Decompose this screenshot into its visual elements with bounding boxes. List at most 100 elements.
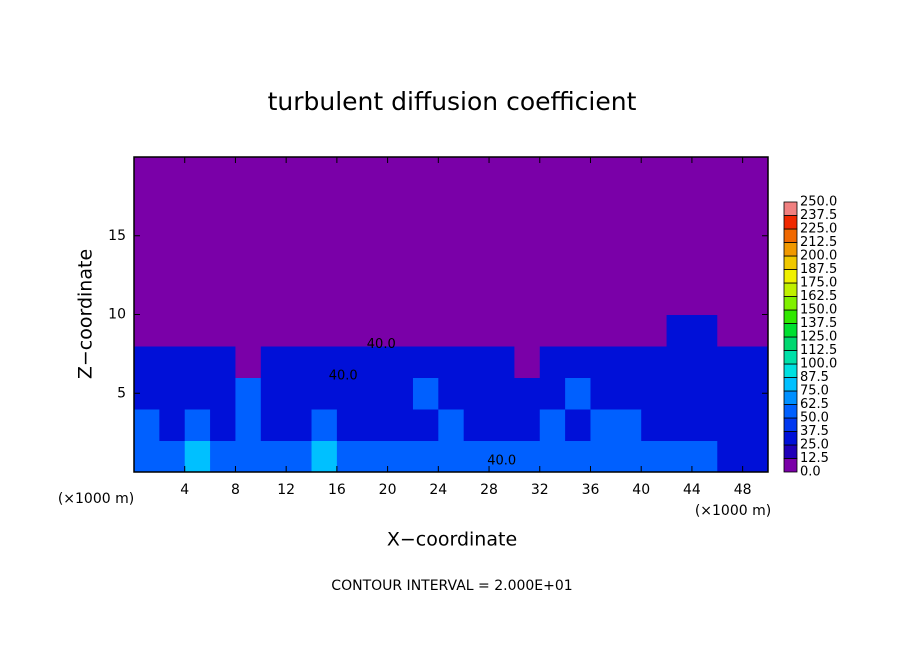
field-cell (514, 157, 541, 189)
field-cell (514, 409, 541, 441)
colorbar-band (783, 255, 798, 270)
field-cell (311, 251, 338, 284)
x-tick-label: 40 (632, 482, 650, 498)
field-cell (463, 314, 490, 347)
field-cell (311, 283, 338, 315)
colorbar-band (783, 323, 798, 338)
field-cell (286, 188, 313, 221)
field-cell (184, 220, 211, 252)
field-cell (691, 314, 718, 347)
field-cell (235, 188, 262, 221)
field-cell (438, 220, 465, 252)
field-cell (666, 283, 693, 315)
field-cell (489, 314, 515, 347)
colorbar-label: 137.5 (800, 316, 837, 331)
field-cell (717, 377, 744, 410)
field-cell (210, 283, 236, 315)
field-cell (742, 283, 769, 315)
field-cell (412, 440, 439, 473)
field-cell (742, 314, 769, 347)
x-tick-label: 20 (379, 482, 397, 498)
field-cell (590, 251, 617, 284)
colorbar-band (783, 390, 798, 405)
x-tick-label: 28 (480, 482, 498, 498)
field-cell (590, 188, 617, 221)
colorbar-label: 187.5 (800, 262, 837, 277)
field-cell (159, 188, 186, 221)
field-cell (210, 346, 236, 378)
field-cell (438, 188, 465, 221)
field-cell (336, 440, 363, 473)
field-cell (514, 314, 541, 347)
field-cell (463, 220, 490, 252)
colorbar-band (783, 363, 798, 378)
field-cell (717, 314, 744, 347)
field-cell (286, 440, 313, 473)
field-cell (159, 157, 186, 189)
field-cell (641, 377, 668, 410)
field-cell (134, 283, 160, 315)
field-cell (691, 188, 718, 221)
field-cell (210, 377, 236, 410)
colorbar-band (783, 417, 798, 432)
field-cell (387, 188, 414, 221)
field-cell (159, 251, 186, 284)
field-cell (641, 220, 668, 252)
field-cell (717, 188, 744, 221)
colorbar-label: 175.0 (800, 276, 837, 291)
colorbar-label: 112.5 (800, 343, 837, 358)
colorbar-band (783, 201, 798, 216)
field-cell (641, 251, 668, 284)
field-cell (311, 409, 338, 441)
field-cell (565, 283, 591, 315)
field-cell (463, 377, 490, 410)
field-cell (362, 314, 389, 347)
colorbar-band (783, 350, 798, 365)
field-cell (565, 377, 591, 410)
field-cell (159, 220, 186, 252)
field-cell (286, 409, 313, 441)
field-cell (134, 251, 160, 284)
y-axis-label: Z−coordinate (75, 249, 97, 379)
field-cell (641, 157, 668, 189)
colorbar-label: 100.0 (800, 357, 837, 372)
y-tick-label: 10 (108, 307, 126, 323)
x-tick-label: 36 (582, 482, 600, 498)
field-cell (362, 283, 389, 315)
colorbar-band (783, 282, 798, 297)
field-cell (260, 188, 287, 221)
field-cell (666, 440, 693, 473)
field-cell (184, 409, 211, 441)
field-cell (717, 283, 744, 315)
field-cell (159, 283, 186, 315)
field-cell (311, 440, 338, 473)
field-cell (590, 220, 617, 252)
field-cell (311, 377, 338, 410)
contour-label: 40.0 (329, 368, 358, 383)
x-tick-label: 16 (328, 482, 346, 498)
field-cell (565, 346, 591, 378)
field-cell (539, 409, 566, 441)
x-axis-label: X−coordinate (387, 529, 517, 551)
field-cell (184, 157, 211, 189)
field-cell (387, 283, 414, 315)
field-cell (463, 251, 490, 284)
colorbar-band (783, 242, 798, 257)
field-cell (336, 314, 363, 347)
field-cell (615, 283, 642, 315)
field-cell (362, 157, 389, 189)
field-cell (691, 251, 718, 284)
field-cell (134, 157, 160, 189)
field-cell (286, 283, 313, 315)
field-cell (514, 283, 541, 315)
field-cell (590, 409, 617, 441)
field-cell (134, 440, 160, 473)
colorbar-label: 225.0 (800, 222, 837, 237)
field-cell (286, 377, 313, 410)
field-cell (412, 283, 439, 315)
field-cell (387, 440, 414, 473)
colorbar-label: 50.0 (800, 411, 829, 426)
colorbar-band (783, 431, 798, 446)
field-cell (412, 314, 439, 347)
